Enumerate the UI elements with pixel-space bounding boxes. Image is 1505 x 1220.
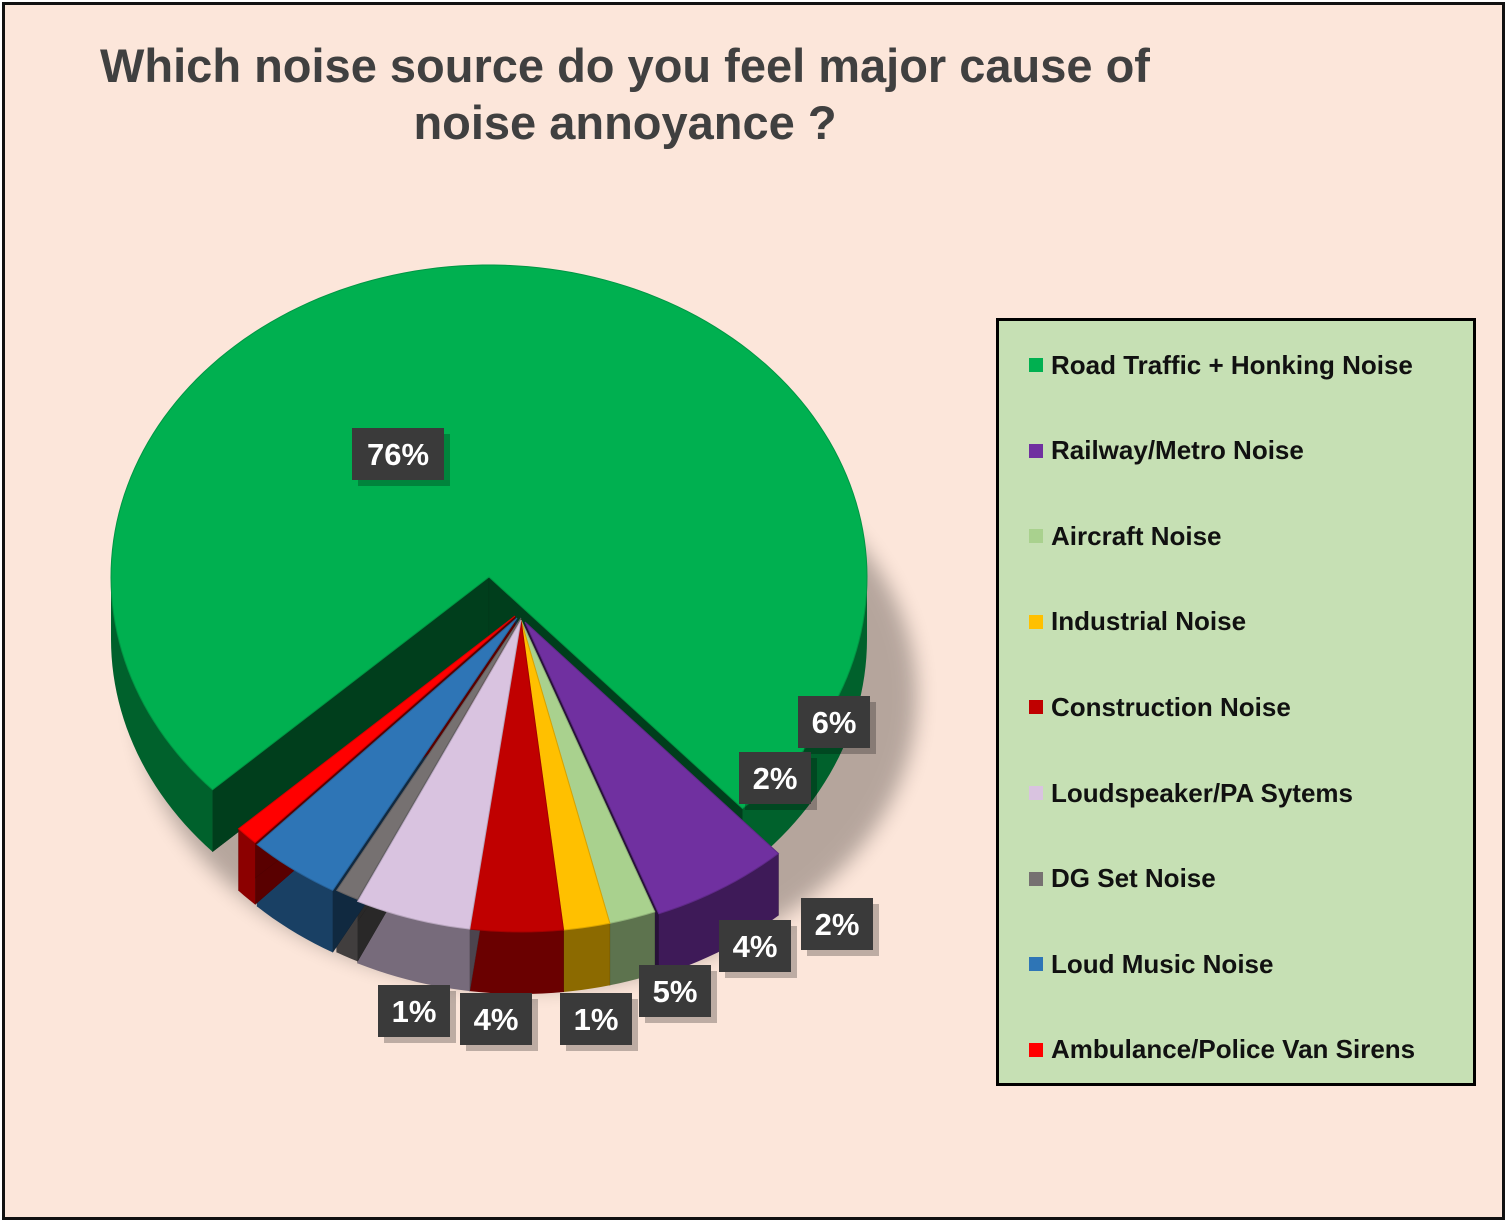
slice-side-ambulance-police-van-sirens [238,828,256,905]
data-label-construction-noise: 4% [719,920,797,978]
legend-swatch [1029,614,1043,629]
data-label-industrial-noise: 2% [801,898,879,956]
data-label-text: 5% [653,974,698,1009]
data-label-text: 1% [574,1002,619,1037]
data-label-text: 1% [392,994,437,1029]
slice-side-road-traffic-honking-noise [111,577,213,852]
legend-swatch [1029,957,1043,972]
slice-side-industrial-noise [563,923,610,993]
legend-swatch [1029,786,1043,800]
slice-ambulance-police-van-sirens [237,615,516,844]
legend-item-industrial-noise: Industrial Noise [1029,602,1246,642]
legend-item-road-traffic-honking-noise: Road Traffic + Honking Noise [1029,345,1413,385]
data-label-text: 4% [474,1002,519,1037]
slice-aircraft-noise [520,619,656,924]
slice-side-loudspeaker-pa-sytems [357,901,470,992]
legend: Road Traffic + Honking Noise Railway/Metr… [996,318,1476,1086]
data-label-ambulance-police-van-sirens: 1% [378,985,456,1043]
legend-swatch [1029,871,1043,886]
legend-item-aircraft-noise: Aircraft Noise [1029,516,1222,556]
data-label-aircraft-noise: 2% [739,752,817,810]
data-label-text: 2% [753,761,798,796]
legend-swatch [1029,700,1043,715]
legend-item-loud-music-noise: Loud Music Noise [1029,944,1273,984]
slice-industrial-noise [520,619,611,931]
legend-swatch [1029,443,1043,458]
slice-loud-music-noise [256,617,518,892]
legend-label: Loudspeaker/PA Sytems [1051,777,1353,808]
data-label-text: 4% [733,929,778,964]
legend-swatch [1029,1042,1043,1057]
slice-road-traffic-honking-noise [110,264,868,810]
legend-item-construction-noise: Construction Noise [1029,687,1291,727]
data-label-text: 76% [367,437,429,472]
data-label-dg-set-noise: 1% [560,993,638,1051]
legend-label: Loud Music Noise [1051,948,1274,979]
legend-item-loudspeaker-pa-sytems: Loudspeaker/PA Sytems [1029,773,1353,813]
slice-construction-noise [469,619,565,933]
legend-label: Road Traffic + Honking Noise [1051,349,1413,380]
legend-item-railway-metro-noise: Railway/Metro Noise [1029,431,1304,471]
slice-dg-set-noise [335,617,522,900]
legend-swatch [1029,358,1043,372]
legend-item-dg-set-noise: DG Set Noise [1029,859,1216,899]
data-label-loudspeaker-pa-sytems: 5% [639,965,717,1023]
slice-side-construction-noise [469,929,564,994]
chart-title: Which noise source do you feel major cau… [100,39,1150,149]
legend-label: Construction Noise [1051,691,1291,722]
legend-label: Ambulance/Police Van Sirens [1051,1034,1416,1065]
data-label-text: 2% [815,907,860,942]
legend-label: Aircraft Noise [1051,520,1222,551]
data-label-road-traffic-honking-noise: 76% [352,428,450,486]
slice-loudspeaker-pa-sytems [356,619,522,930]
slice-railway-metro-noise [524,621,780,915]
slice-side-railway-metro-noise [658,853,779,976]
legend-label: Industrial Noise [1051,606,1247,637]
legend-label: DG Set Noise [1051,863,1216,894]
legend-item-ambulance-police-van-sirens: Ambulance/Police Van Sirens [1029,1030,1415,1070]
legend-swatch [1029,529,1043,544]
legend-label: Railway/Metro Noise [1051,435,1304,466]
data-label-text: 6% [812,705,857,740]
data-label-loud-music-noise: 4% [460,993,538,1051]
data-label-railway-metro-noise: 6% [798,696,876,754]
